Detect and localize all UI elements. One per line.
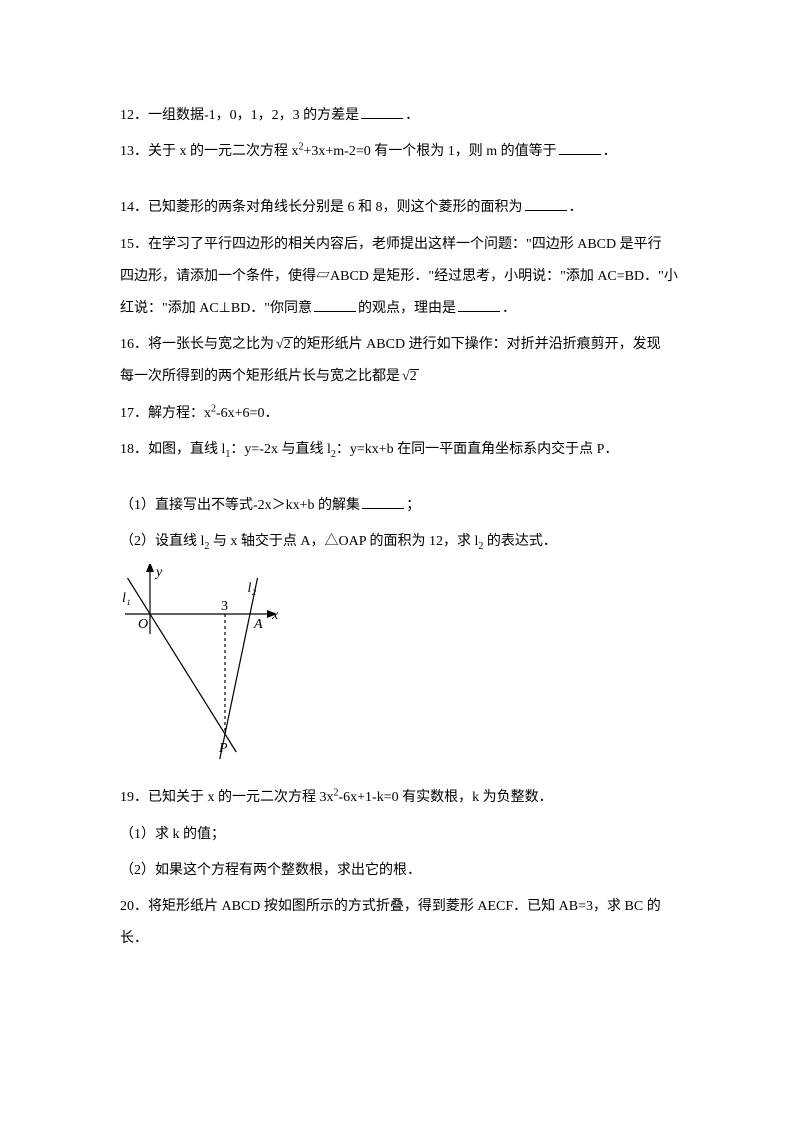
q14-num: 14．: [120, 200, 148, 215]
svg-text:P: P: [218, 741, 228, 756]
q18-p2c: 的表达式．: [483, 534, 557, 549]
q18-p1a: （1）直接写出不等式-2x＞kx+b 的解集: [120, 498, 360, 513]
q16-l1a: 将一张长与宽之比为: [148, 337, 274, 352]
q18-num: 18．: [120, 442, 148, 457]
q19-num: 19．: [120, 790, 148, 805]
svg-text:l₂: l₂: [248, 581, 257, 596]
q18-b: ：y=-2x 与直线 l: [230, 442, 330, 457]
blank: [559, 142, 601, 155]
question-15: 15．在学习了平行四边形的相关内容后，老师提出这样一个问题："四边形 ABCD …: [120, 229, 690, 326]
q14-text-a: 已知菱形的两条对角线长分别是 6 和 8，则这个菱形的面积为: [148, 200, 523, 215]
q13-text-a: 关于 x 的一元二次方程 x: [148, 144, 299, 159]
svg-text:y: y: [154, 565, 163, 580]
svg-text:l₁: l₁: [122, 591, 131, 606]
q18-a: 如图，直线 l: [148, 442, 225, 457]
q16-l2a: 每一次所得到的两个矩形纸片长与宽之比都是: [120, 369, 400, 384]
sqrt-icon: 2: [400, 361, 419, 393]
q18-p2a: （2）设直线 l: [120, 534, 204, 549]
q17-num: 17．: [120, 406, 148, 421]
exam-page: 12．一组数据-1，0，1，2，3 的方差是 ． 13．关于 x 的一元二次方程 …: [0, 0, 800, 1019]
q12-text-a: 一组数据-1，0，1，2，3 的方差是: [148, 108, 359, 123]
svg-text:O: O: [138, 617, 148, 632]
svg-text:A: A: [253, 617, 263, 632]
question-14: 14．已知菱形的两条对角线长分别是 6 和 8，则这个菱形的面积为 ．: [120, 192, 690, 224]
q16-l1b: 的矩形纸片 ABCD 进行如下操作：对折并沿折痕剪开，发现: [293, 337, 661, 352]
sqrt-icon: 2: [274, 329, 293, 361]
q15-l1: 在学习了平行四边形的相关内容后，老师提出这样一个问题："四边形 ABCD 是平行: [148, 237, 662, 252]
svg-text:3: 3: [221, 599, 228, 614]
blank: [458, 299, 500, 312]
q12-text-b: ．: [405, 108, 419, 123]
q17-text-a: 解方程：x: [148, 406, 211, 421]
q16-num: 16．: [120, 337, 148, 352]
q20-l2: 长．: [120, 931, 148, 946]
q18-c: ：y=kx+b 在同一平面直角坐标系内交于点 P．: [336, 442, 619, 457]
question-19: 19．已知关于 x 的一元二次方程 3x2-6x+1-k=0 有实数根，k 为负…: [120, 782, 690, 814]
q15-l3a: 红说："添加 AC⊥BD．"你同意: [120, 301, 312, 316]
blank: [525, 198, 567, 211]
q19-p1: （1）求 k 的值；: [120, 827, 225, 842]
svg-text:x: x: [271, 608, 279, 623]
q19-b: -6x+1-k=0 有实数根，k 为负整数．: [339, 790, 553, 805]
question-13: 13．关于 x 的一元二次方程 x2+3x+m-2=0 有一个根为 1，则 m …: [120, 136, 690, 168]
q18-p1b: ；: [406, 498, 420, 513]
q19-p2: （2）如果这个方程有两个整数根，求出它的根．: [120, 863, 421, 878]
question-18-part1: （1）直接写出不等式-2x＞kx+b 的解集 ；: [120, 490, 690, 522]
figure-svg: y x Ol₁ l₂ 3 A P: [120, 564, 280, 759]
question-19-part2: （2）如果这个方程有两个整数根，求出它的根．: [120, 855, 690, 887]
q13-text-b: +3x+m-2=0 有一个根为 1，则 m 的值等于: [304, 144, 557, 159]
q12-num: 12．: [120, 108, 148, 123]
blank: [361, 106, 403, 119]
q15-l2: 四边形，请添加一个条件，使得▱ABCD 是矩形．"经过思考，小明说："添加 AC…: [120, 269, 678, 284]
blank: [362, 496, 404, 509]
q17-text-b: -6x+6=0．: [216, 406, 278, 421]
radicand: 2: [410, 369, 419, 384]
q20-num: 20．: [120, 899, 148, 914]
question-12: 12．一组数据-1，0，1，2，3 的方差是 ．: [120, 100, 690, 132]
question-19-part1: （1）求 k 的值；: [120, 819, 690, 851]
q15-l3c: ．: [502, 301, 516, 316]
q18-p2b: 与 x 轴交于点 A，△OAP 的面积为 12，求 l: [209, 534, 478, 549]
radicand: 2: [284, 337, 293, 352]
q19-a: 已知关于 x 的一元二次方程 3x: [148, 790, 334, 805]
spacer: [120, 470, 690, 490]
question-18-part2: （2）设直线 l2 与 x 轴交于点 A，△OAP 的面积为 12，求 l2 的…: [120, 526, 690, 558]
blank: [314, 299, 356, 312]
q15-l3b: 的观点，理由是: [358, 301, 456, 316]
q14-text-b: ．: [569, 200, 583, 215]
question-18: 18．如图，直线 l1：y=-2x 与直线 l2：y=kx+b 在同一平面直角坐…: [120, 434, 690, 466]
question-17: 17．解方程：x2-6x+6=0．: [120, 398, 690, 430]
question-20: 20．将矩形纸片 ABCD 按如图所示的方式折叠，得到菱形 AECF．已知 AB…: [120, 891, 690, 955]
q15-num: 15．: [120, 237, 148, 252]
coordinate-figure: y x Ol₁ l₂ 3 A P: [120, 564, 690, 772]
question-16: 16．将一张长与宽之比为2的矩形纸片 ABCD 进行如下操作：对折并沿折痕剪开，…: [120, 329, 690, 393]
q20-l1: 将矩形纸片 ABCD 按如图所示的方式折叠，得到菱形 AECF．已知 AB=3，…: [148, 899, 661, 914]
q13-text-c: ．: [603, 144, 617, 159]
q13-num: 13．: [120, 144, 148, 159]
spacer: [120, 172, 690, 192]
